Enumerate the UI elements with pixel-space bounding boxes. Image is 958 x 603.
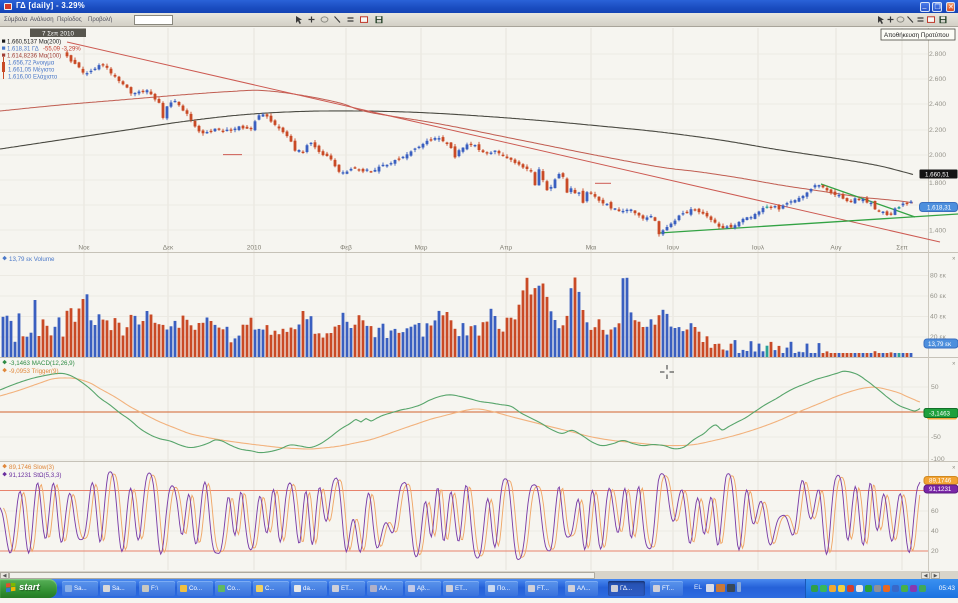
svg-text:2010: 2010: [247, 245, 262, 252]
svg-text:2.600: 2.600: [929, 76, 946, 83]
svg-text:60: 60: [931, 508, 939, 515]
svg-text:1.800: 1.800: [929, 180, 946, 187]
svg-text:40 εκ: 40 εκ: [930, 314, 946, 321]
svg-text:Απρ: Απρ: [500, 245, 513, 252]
svg-text:Φεβ: Φεβ: [340, 245, 352, 252]
svg-text:Μαρ: Μαρ: [415, 245, 428, 252]
svg-text:Μαι: Μαι: [586, 245, 597, 252]
svg-text:20 εκ: 20 εκ: [930, 334, 946, 341]
svg-text:Αυγ: Αυγ: [830, 245, 842, 252]
svg-text:Σεπ: Σεπ: [896, 245, 908, 252]
svg-text:91,1231: 91,1231: [929, 486, 952, 493]
svg-text:89,1746: 89,1746: [929, 477, 952, 484]
svg-text:×: ×: [952, 362, 956, 368]
svg-text:1.661,05 Μέγιστο: 1.661,05 Μέγιστο: [8, 67, 55, 74]
svg-text:60 εκ: 60 εκ: [930, 293, 946, 300]
svg-text:Δεκ: Δεκ: [163, 245, 174, 252]
svg-text:1.400: 1.400: [929, 228, 946, 235]
svg-text:7 Σεπ 2010: 7 Σεπ 2010: [42, 31, 75, 38]
svg-text:1.616,00 Ελάχιστο: 1.616,00 Ελάχιστο: [8, 74, 58, 81]
svg-text:40: 40: [931, 528, 939, 535]
svg-text:Νοε: Νοε: [78, 245, 89, 252]
svg-text:50: 50: [931, 384, 939, 391]
svg-text:2.400: 2.400: [929, 101, 946, 108]
svg-text:1.618,31: 1.618,31: [927, 204, 952, 211]
svg-text:1.618,31 ΓΔ: 1.618,31 ΓΔ: [7, 47, 39, 53]
svg-text:89,1746 Slow(3): 89,1746 Slow(3): [9, 464, 54, 471]
svg-text:91,1231 StΩ(5,3,3): 91,1231 StΩ(5,3,3): [9, 472, 61, 479]
svg-text:2.200: 2.200: [929, 127, 946, 134]
svg-text:1.614,8236 Μα(100): 1.614,8236 Μα(100): [7, 54, 61, 60]
svg-text:×: ×: [952, 466, 956, 472]
svg-text:80 εκ: 80 εκ: [930, 273, 946, 280]
svg-text:13,79 εκ Volume: 13,79 εκ Volume: [9, 256, 55, 263]
svg-text:Αποθήκευση Προτύπου: Αποθήκευση Προτύπου: [884, 32, 950, 39]
svg-text:-55,09 -3,29%: -55,09 -3,29%: [43, 47, 81, 53]
svg-text:1.660,51: 1.660,51: [925, 171, 950, 178]
svg-text:×: ×: [952, 257, 956, 263]
svg-text:-3,1463: -3,1463: [929, 410, 951, 417]
svg-text:2.000: 2.000: [929, 152, 946, 159]
svg-text:1.656,72 Άνοιγμα: 1.656,72 Άνοιγμα: [8, 61, 55, 67]
svg-text:-50: -50: [931, 434, 941, 441]
svg-text:20: 20: [931, 548, 939, 555]
svg-text:-9,0953 Trigger(9): -9,0953 Trigger(9): [9, 368, 59, 375]
svg-text:13,79 εκ: 13,79 εκ: [928, 341, 952, 348]
svg-text:-100: -100: [931, 456, 945, 463]
svg-text:2.800: 2.800: [929, 51, 946, 58]
svg-text:1.660,5137 Μα(200): 1.660,5137 Μα(200): [7, 40, 61, 46]
svg-text:-3,1463 MACD(12,26,9): -3,1463 MACD(12,26,9): [9, 360, 75, 367]
svg-text:Ιουλ: Ιουλ: [752, 245, 765, 252]
svg-text:Ιουν: Ιουν: [667, 245, 679, 252]
